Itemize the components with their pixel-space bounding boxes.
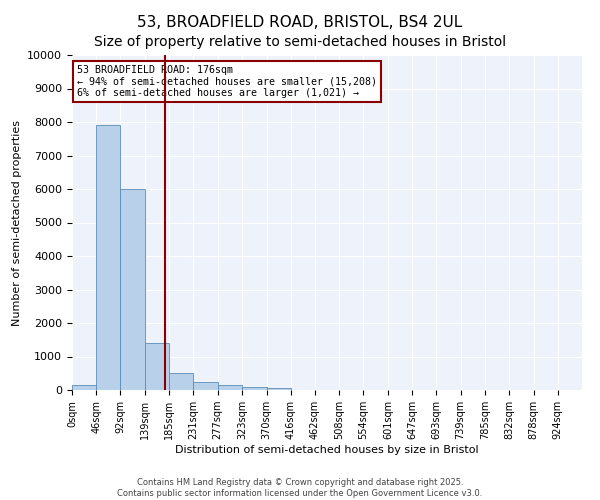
Text: 53 BROADFIELD ROAD: 176sqm
← 94% of semi-detached houses are smaller (15,208)
6%: 53 BROADFIELD ROAD: 176sqm ← 94% of semi… (77, 65, 377, 98)
Text: 53, BROADFIELD ROAD, BRISTOL, BS4 2UL: 53, BROADFIELD ROAD, BRISTOL, BS4 2UL (137, 15, 463, 30)
Y-axis label: Number of semi-detached properties: Number of semi-detached properties (12, 120, 22, 326)
Bar (72, 385, 96, 390)
Bar (96, 126, 121, 390)
Bar (145, 343, 169, 390)
Bar (169, 373, 193, 390)
Bar (266, 388, 291, 390)
Bar (218, 385, 242, 390)
Bar (193, 382, 218, 390)
Bar (121, 189, 145, 390)
X-axis label: Distribution of semi-detached houses by size in Bristol: Distribution of semi-detached houses by … (175, 445, 479, 455)
Text: Contains HM Land Registry data © Crown copyright and database right 2025.
Contai: Contains HM Land Registry data © Crown c… (118, 478, 482, 498)
Bar (242, 386, 266, 390)
Text: Size of property relative to semi-detached houses in Bristol: Size of property relative to semi-detach… (94, 35, 506, 49)
